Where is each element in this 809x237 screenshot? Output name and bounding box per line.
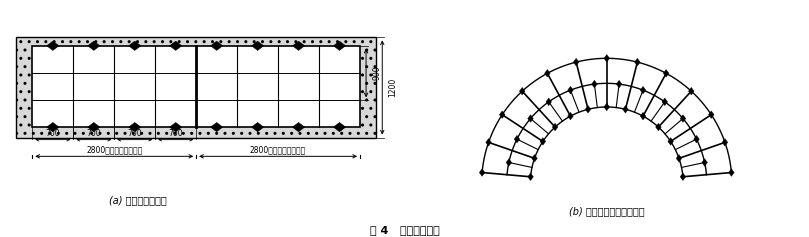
Polygon shape — [616, 80, 622, 88]
Polygon shape — [210, 123, 222, 132]
Polygon shape — [676, 155, 682, 162]
Polygon shape — [333, 41, 345, 50]
Polygon shape — [527, 173, 533, 181]
Polygon shape — [252, 123, 264, 132]
Polygon shape — [546, 98, 552, 106]
Polygon shape — [515, 135, 519, 143]
Polygon shape — [47, 41, 59, 50]
Polygon shape — [568, 86, 574, 94]
Polygon shape — [688, 87, 694, 95]
Text: 700: 700 — [168, 128, 183, 137]
Text: (a) 标准一字型围护: (a) 标准一字型围护 — [109, 195, 167, 205]
Polygon shape — [662, 98, 667, 106]
Polygon shape — [574, 58, 579, 66]
Polygon shape — [87, 123, 100, 132]
Polygon shape — [32, 46, 360, 127]
Text: 1200: 1200 — [388, 78, 397, 97]
Polygon shape — [640, 112, 646, 120]
Polygon shape — [479, 169, 485, 176]
Polygon shape — [702, 159, 707, 166]
Polygon shape — [16, 37, 376, 137]
Polygon shape — [540, 138, 545, 145]
Polygon shape — [709, 111, 714, 118]
Polygon shape — [170, 41, 182, 50]
Polygon shape — [640, 86, 646, 94]
Polygon shape — [532, 155, 537, 162]
Polygon shape — [47, 123, 59, 132]
Polygon shape — [663, 69, 669, 77]
Polygon shape — [634, 58, 640, 66]
Text: 2800（标准开挖槽段）: 2800（标准开挖槽段） — [250, 145, 307, 154]
Polygon shape — [623, 105, 629, 113]
Polygon shape — [604, 103, 609, 111]
Text: 2800（标准开挖槽段）: 2800（标准开挖槽段） — [86, 145, 142, 154]
Polygon shape — [655, 123, 661, 131]
Polygon shape — [293, 41, 305, 50]
Polygon shape — [585, 105, 591, 113]
Text: (b) 圆形基坑连续钢墙围护: (b) 圆形基坑连续钢墙围护 — [569, 206, 645, 216]
Polygon shape — [210, 41, 222, 50]
Polygon shape — [293, 123, 305, 132]
Polygon shape — [604, 55, 609, 62]
Polygon shape — [553, 123, 558, 131]
Polygon shape — [87, 41, 100, 50]
Polygon shape — [129, 123, 141, 132]
Polygon shape — [591, 80, 597, 88]
Polygon shape — [499, 111, 505, 118]
Polygon shape — [668, 138, 673, 145]
Text: 900: 900 — [372, 66, 381, 80]
Polygon shape — [519, 87, 525, 95]
Polygon shape — [170, 123, 182, 132]
Polygon shape — [568, 112, 574, 120]
Polygon shape — [252, 41, 264, 50]
Polygon shape — [722, 139, 728, 146]
Polygon shape — [680, 115, 686, 122]
Polygon shape — [729, 169, 735, 176]
Text: 700: 700 — [128, 128, 142, 137]
Text: 700: 700 — [45, 128, 60, 137]
Polygon shape — [527, 115, 533, 122]
Polygon shape — [129, 41, 141, 50]
Text: 700: 700 — [87, 128, 101, 137]
Text: 图 4   平面连接形式: 图 4 平面连接形式 — [370, 225, 439, 235]
Polygon shape — [333, 123, 345, 132]
Polygon shape — [485, 139, 491, 146]
Polygon shape — [544, 69, 550, 77]
Polygon shape — [694, 135, 699, 143]
Polygon shape — [506, 159, 511, 166]
Polygon shape — [680, 173, 686, 181]
